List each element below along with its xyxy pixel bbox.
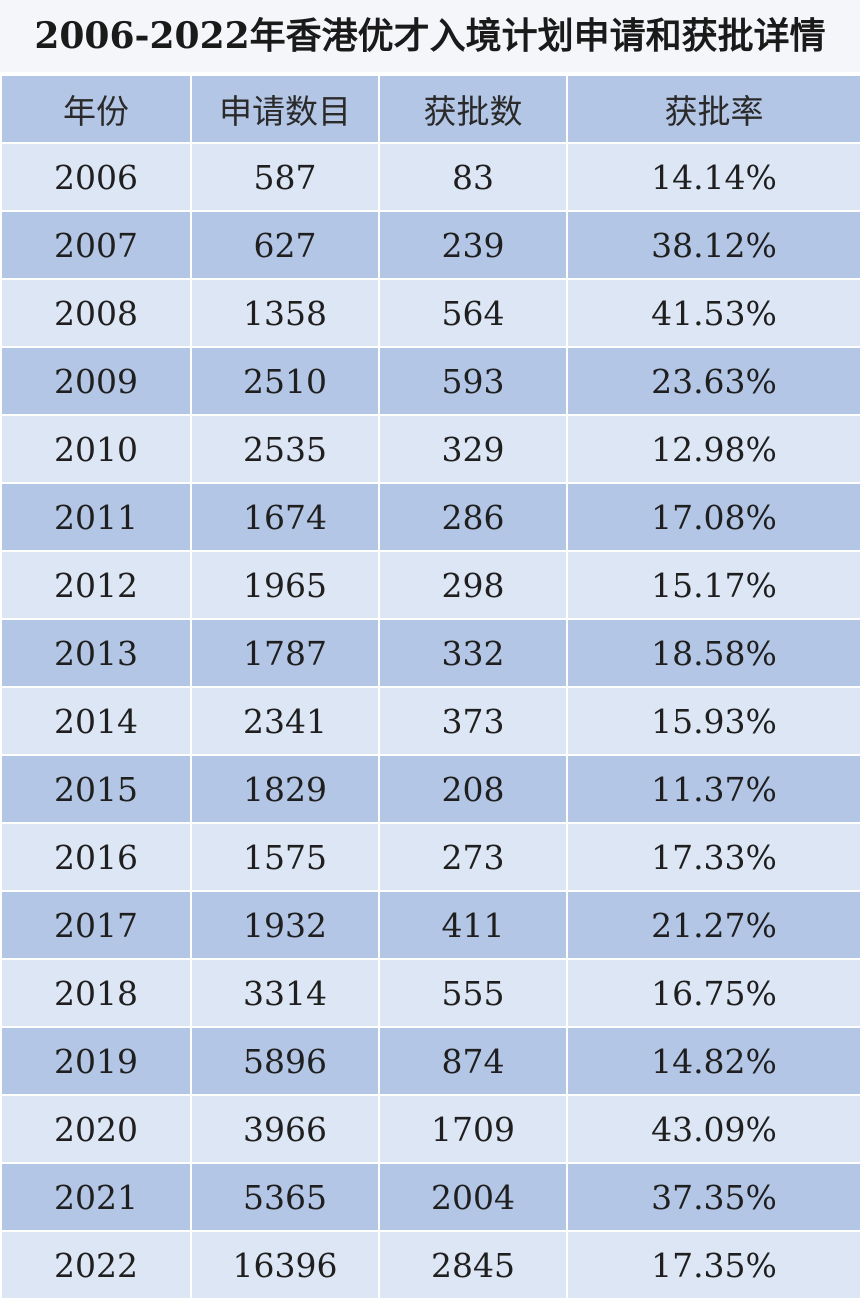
table-title: 2006-2022年香港优才入境计划申请和获批详情 xyxy=(0,0,860,74)
table-row: 2013 1787 332 18.58% xyxy=(0,618,860,688)
table-cell: 627 xyxy=(190,210,380,280)
table-row: 2007 627 239 38.12% xyxy=(0,210,860,280)
table-row: 2020 3966 1709 43.09% xyxy=(0,1094,860,1164)
table-cell: 239 xyxy=(378,210,568,280)
table-cell: 16396 xyxy=(190,1230,380,1300)
table-cell: 3966 xyxy=(190,1094,380,1164)
table-cell: 1575 xyxy=(190,822,380,892)
table-cell: 2010 xyxy=(0,414,192,484)
column-header: 年份 xyxy=(0,74,192,144)
table-cell: 332 xyxy=(378,618,568,688)
table-cell: 2008 xyxy=(0,278,192,348)
table-cell: 17.33% xyxy=(566,822,860,892)
table-cell: 18.58% xyxy=(566,618,860,688)
table-row: 2006 587 83 14.14% xyxy=(0,142,860,212)
table-cell: 5365 xyxy=(190,1162,380,1232)
table-row: 2021 5365 2004 37.35% xyxy=(0,1162,860,1232)
table-cell: 1358 xyxy=(190,278,380,348)
table-cell: 1829 xyxy=(190,754,380,824)
table-row: 2015 1829 208 11.37% xyxy=(0,754,860,824)
table-cell: 2016 xyxy=(0,822,192,892)
table-cell: 2021 xyxy=(0,1162,192,1232)
table-cell: 2022 xyxy=(0,1230,192,1300)
table-cell: 273 xyxy=(378,822,568,892)
table-cell: 16.75% xyxy=(566,958,860,1028)
table-cell: 2510 xyxy=(190,346,380,416)
table-body: 2006 587 83 14.14% 2007 627 239 38.12% 2008 1358 5… xyxy=(0,142,860,1300)
table-cell: 2007 xyxy=(0,210,192,280)
table-header: 年份 申请数目 获批数 获批率 xyxy=(0,74,860,144)
table-cell: 564 xyxy=(378,278,568,348)
table-cell: 1932 xyxy=(190,890,380,960)
table-cell: 17.08% xyxy=(566,482,860,552)
table-cell: 411 xyxy=(378,890,568,960)
table-cell: 593 xyxy=(378,346,568,416)
column-header: 获批数 xyxy=(378,74,568,144)
table-cell: 37.35% xyxy=(566,1162,860,1232)
table-cell: 1674 xyxy=(190,482,380,552)
table-cell: 2012 xyxy=(0,550,192,620)
table-cell: 587 xyxy=(190,142,380,212)
table-cell: 15.17% xyxy=(566,550,860,620)
table-cell: 2004 xyxy=(378,1162,568,1232)
table-row: 2019 5896 874 14.82% xyxy=(0,1026,860,1096)
table-cell: 5896 xyxy=(190,1026,380,1096)
table-cell: 2006 xyxy=(0,142,192,212)
table-row: 2022 16396 2845 17.35% xyxy=(0,1230,860,1300)
table-row: 2012 1965 298 15.17% xyxy=(0,550,860,620)
data-table: 年份 申请数目 获批数 获批率 2006 587 83 14.14% 2007 627 239 38… xyxy=(0,74,860,1300)
table-cell: 1709 xyxy=(378,1094,568,1164)
table-cell: 373 xyxy=(378,686,568,756)
table-cell: 2013 xyxy=(0,618,192,688)
table-cell: 11.37% xyxy=(566,754,860,824)
table-cell: 41.53% xyxy=(566,278,860,348)
table-cell: 1965 xyxy=(190,550,380,620)
table-cell: 14.14% xyxy=(566,142,860,212)
table-cell: 286 xyxy=(378,482,568,552)
table-cell: 2535 xyxy=(190,414,380,484)
table-cell: 2845 xyxy=(378,1230,568,1300)
table-cell: 208 xyxy=(378,754,568,824)
table-cell: 874 xyxy=(378,1026,568,1096)
table-cell: 555 xyxy=(378,958,568,1028)
table-cell: 1787 xyxy=(190,618,380,688)
table-cell: 2341 xyxy=(190,686,380,756)
table-cell: 329 xyxy=(378,414,568,484)
table-cell: 21.27% xyxy=(566,890,860,960)
table-cell: 12.98% xyxy=(566,414,860,484)
table-row: 2018 3314 555 16.75% xyxy=(0,958,860,1028)
table-row: 2016 1575 273 17.33% xyxy=(0,822,860,892)
table-row: 2014 2341 373 15.93% xyxy=(0,686,860,756)
table-cell: 2017 xyxy=(0,890,192,960)
column-header: 获批率 xyxy=(566,74,860,144)
table-cell: 2011 xyxy=(0,482,192,552)
table-cell: 2020 xyxy=(0,1094,192,1164)
table-cell: 298 xyxy=(378,550,568,620)
table-cell: 38.12% xyxy=(566,210,860,280)
table-cell: 83 xyxy=(378,142,568,212)
table-cell: 14.82% xyxy=(566,1026,860,1096)
table-cell: 2018 xyxy=(0,958,192,1028)
table-cell: 2015 xyxy=(0,754,192,824)
header-row: 年份 申请数目 获批数 获批率 xyxy=(0,74,860,144)
table-cell: 15.93% xyxy=(566,686,860,756)
table-cell: 2009 xyxy=(0,346,192,416)
table-cell: 17.35% xyxy=(566,1230,860,1300)
table-cell: 43.09% xyxy=(566,1094,860,1164)
table-cell: 2014 xyxy=(0,686,192,756)
table-cell: 2019 xyxy=(0,1026,192,1096)
column-header: 申请数目 xyxy=(190,74,380,144)
table-row: 2010 2535 329 12.98% xyxy=(0,414,860,484)
table-row: 2009 2510 593 23.63% xyxy=(0,346,860,416)
table-row: 2011 1674 286 17.08% xyxy=(0,482,860,552)
table-cell: 23.63% xyxy=(566,346,860,416)
table-cell: 3314 xyxy=(190,958,380,1028)
table-row: 2008 1358 564 41.53% xyxy=(0,278,860,348)
table-row: 2017 1932 411 21.27% xyxy=(0,890,860,960)
